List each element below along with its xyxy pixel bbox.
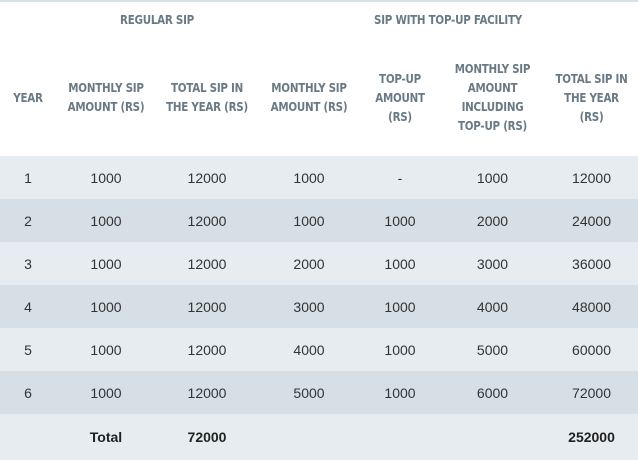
header-topup-total-year: Total SIP in the Year (Rs) [555, 71, 628, 124]
header-monthly-including-topup: Monthly SIP Amount Including Top-up (Rs) [454, 62, 531, 133]
header-column-row: Year Monthly SIP Amount (Rs) Total SIP i… [0, 38, 638, 156]
totals-empty [440, 414, 545, 460]
cell-regular-monthly-amount: 1000 [56, 371, 156, 414]
header-regular-monthly-amount: Monthly SIP Amount (Rs) [67, 81, 145, 114]
table-body: 1 1000 12000 1000-1000 12000 2 1000 12000 1000 10… [0, 156, 638, 414]
totals-label: Total [56, 414, 156, 460]
cell-topup-total-year: 72000 [545, 371, 638, 414]
totals-empty [360, 414, 440, 460]
cell-regular-monthly-amount: 1000 [56, 242, 156, 285]
cell-year: 5 [0, 328, 56, 371]
cell-year: 3 [0, 242, 56, 285]
cell-topup-monthly-amount: 1000 [258, 199, 360, 242]
cell-topup-amount: 1000 [360, 285, 440, 328]
header-group-regular-sip: Regular SIP [120, 12, 194, 27]
cell-regular-monthly-amount: 1000 [56, 199, 156, 242]
cell-year: 2 [0, 199, 56, 242]
table-row: 1 1000 12000 1000-1000 12000 [0, 156, 638, 199]
cell-topup-amount: 1000 [360, 328, 440, 371]
header-group-row: Regular SIP SIP with Top-Up Facility [0, 2, 638, 38]
totals-spacer [0, 414, 56, 460]
cell-topup-monthly-amount: 3000 [258, 285, 360, 328]
cell-topup-monthly-amount: 2000 [258, 242, 360, 285]
totals-topup-total: 252000 [545, 414, 638, 460]
header-spacer [4, 2, 52, 38]
cell-monthly-including-topup: 5000 [440, 328, 545, 371]
cell-topup-amount: - [360, 156, 440, 199]
cell-regular-monthly-amount: 1000 [56, 285, 156, 328]
cell-topup-total-year: 12000 [545, 156, 638, 199]
cell-year: 1 [0, 156, 56, 199]
header-regular-total-year: Total SIP in the Year (Rs) [166, 81, 248, 114]
table-row: 2 1000 12000 1000 1000 2000 24000 [0, 199, 638, 242]
cell-topup-total-year: 36000 [545, 242, 638, 285]
cell-regular-total-year: 12000 [156, 285, 258, 328]
table-row: 4 1000 12000 3000 1000 4000 48000 [0, 285, 638, 328]
cell-regular-total-year: 12000 [156, 371, 258, 414]
cell-regular-monthly-amount: 1000 [56, 156, 156, 199]
totals-empty [258, 414, 360, 460]
table-row: 5 1000 12000 4000 1000 5000 60000 [0, 328, 638, 371]
cell-topup-amount: 1000 [360, 242, 440, 285]
cell-year: 4 [0, 285, 56, 328]
cell-topup-monthly-amount: 1000 [258, 156, 360, 199]
cell-topup-total-year: 48000 [545, 285, 638, 328]
cell-topup-monthly-amount: 5000 [258, 371, 360, 414]
table-row: 3 1000 12000 2000 1000 3000 36000 [0, 242, 638, 285]
header-group-topup-sip: SIP with Top-Up Facility [374, 12, 522, 27]
table-header: Regular SIP SIP with Top-Up Facility Yea… [0, 2, 638, 156]
totals-regular-total: 72000 [156, 414, 258, 460]
table-row: 6 1000 12000 5000 1000 6000 72000 [0, 371, 638, 414]
cell-monthly-including-topup: 4000 [440, 285, 545, 328]
cell-monthly-including-topup: 1000 [440, 156, 545, 199]
header-year: Year [13, 90, 43, 105]
cell-monthly-including-topup: 2000 [440, 199, 545, 242]
header-topup-monthly-amount: Monthly SIP Amount (Rs) [270, 81, 348, 114]
cell-topup-total-year: 60000 [545, 328, 638, 371]
cell-regular-total-year: 12000 [156, 156, 258, 199]
cell-topup-total-year: 24000 [545, 199, 638, 242]
cell-regular-total-year: 12000 [156, 328, 258, 371]
cell-regular-total-year: 12000 [156, 242, 258, 285]
cell-topup-amount: 1000 [360, 199, 440, 242]
cell-topup-amount: 1000 [360, 371, 440, 414]
cell-monthly-including-topup: 6000 [440, 371, 545, 414]
table-footer: Total 72000 252000 [0, 414, 638, 460]
totals-row: Total 72000 252000 [0, 414, 638, 460]
cell-regular-total-year: 12000 [156, 199, 258, 242]
cell-year: 6 [0, 371, 56, 414]
cell-topup-monthly-amount: 4000 [258, 328, 360, 371]
cell-regular-monthly-amount: 1000 [56, 328, 156, 371]
cell-monthly-including-topup: 3000 [440, 242, 545, 285]
header-topup-amount: Top-up Amount (Rs) [375, 71, 425, 124]
